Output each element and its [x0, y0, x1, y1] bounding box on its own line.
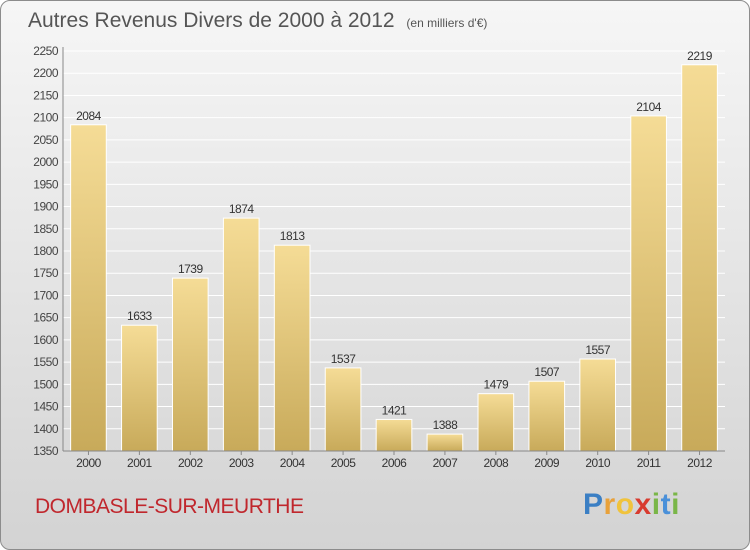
- bars: 2084 1633 1739 1874 1813 1537 1421 1388 1479 1507…: [70, 49, 718, 452]
- x-tick-label-2007: 2007: [433, 456, 459, 470]
- proxiti-logo: Proxiti: [583, 488, 680, 522]
- axes: 1350 1400 1450 1500 1550 1600 1650 1700 1750 1800…: [33, 44, 725, 470]
- x-tick-label-2004: 2004: [280, 456, 306, 470]
- data-label-2010: 1557: [585, 343, 611, 357]
- bar-2012: [681, 64, 718, 452]
- bar-2006: [375, 418, 413, 452]
- data-label-2007: 1388: [433, 418, 459, 432]
- data-label-2003: 1874: [229, 202, 255, 216]
- data-label-2006: 1421: [382, 403, 408, 417]
- y-tick-label: 1850: [33, 222, 59, 236]
- bar-2001: [121, 324, 158, 452]
- data-label-2004: 1813: [280, 229, 306, 243]
- data-label-2005: 1537: [331, 352, 357, 366]
- logo-letter: t: [660, 488, 672, 521]
- y-tick-label: 1600: [33, 333, 59, 347]
- y-tick-label: 1550: [33, 355, 59, 369]
- y-tick-label: 1750: [33, 266, 59, 280]
- grid: [63, 50, 725, 452]
- data-label-2002: 1739: [178, 262, 204, 276]
- data-label-2008: 1479: [483, 378, 509, 392]
- data-label-2012: 2219: [687, 49, 713, 63]
- y-tick-label: 1650: [33, 311, 59, 325]
- bar-2009: [528, 380, 566, 452]
- bar-2005: [324, 367, 362, 452]
- logo-letter: i: [651, 488, 661, 521]
- x-tick-label-2003: 2003: [229, 456, 255, 470]
- y-tick-label: 1800: [33, 244, 59, 258]
- y-tick-label: 2000: [33, 155, 59, 169]
- bar-2004: [273, 244, 311, 452]
- y-tick-label: 2100: [33, 111, 59, 125]
- bar-2002: [171, 277, 209, 452]
- y-tick-label: 1700: [33, 288, 59, 302]
- x-tick-label-2000: 2000: [76, 456, 102, 470]
- x-tick-label-2010: 2010: [585, 456, 611, 470]
- bar-2011: [630, 115, 667, 452]
- x-tick-label-2005: 2005: [331, 456, 357, 470]
- y-tick-label: 2250: [33, 44, 59, 58]
- y-tick-label: 1900: [33, 200, 59, 214]
- x-tick-label-2012: 2012: [687, 456, 713, 470]
- bar-2010: [579, 358, 617, 452]
- y-tick-label: 2200: [33, 66, 59, 80]
- logo-letter: x: [634, 488, 652, 521]
- bar-2008: [477, 393, 515, 452]
- bar-2000: [70, 124, 107, 452]
- data-label-2011: 2104: [636, 100, 662, 114]
- chart-title: Autres Revenus Divers de 2000 à 2012 (en…: [28, 9, 487, 33]
- x-tick-label-2001: 2001: [127, 456, 153, 470]
- y-tick-label: 2150: [33, 88, 59, 102]
- y-tick-label: 1350: [33, 444, 59, 458]
- data-label-2009: 1507: [534, 365, 560, 379]
- data-label-2000: 2084: [76, 109, 102, 123]
- y-tick-label: 1500: [33, 377, 59, 391]
- logo-letter: P: [583, 488, 604, 521]
- x-tick-label-2009: 2009: [534, 456, 560, 470]
- x-tick-label-2006: 2006: [382, 456, 408, 470]
- y-tick-label: 1400: [33, 422, 59, 436]
- logo-letter: i: [671, 488, 680, 521]
- x-tick-label-2002: 2002: [178, 456, 204, 470]
- x-tick-label-2011: 2011: [637, 456, 662, 470]
- bar-2007: [426, 433, 464, 452]
- chart-title-text: Autres Revenus Divers de 2000 à 2012: [28, 9, 395, 32]
- x-tick-label-2008: 2008: [483, 456, 509, 470]
- y-tick-label: 1950: [33, 177, 59, 191]
- bar-2003: [222, 217, 260, 452]
- y-tick-label: 1450: [33, 400, 59, 414]
- logo-letter: o: [615, 488, 635, 521]
- data-label-2001: 1633: [127, 309, 153, 323]
- logo-letter: r: [603, 488, 616, 521]
- location-name: DOMBASLE-SUR-MEURTHE: [35, 495, 304, 518]
- y-tick-label: 2050: [33, 133, 59, 147]
- chart-unit: (en milliers d'€): [406, 16, 488, 30]
